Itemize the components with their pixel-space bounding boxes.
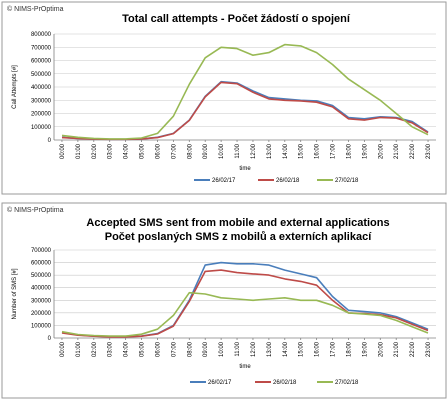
x-tick-label: 09:00 [203,341,209,357]
legend-label: 27/02/18 [335,380,359,386]
x-tick-label: 17:00 [331,341,337,357]
x-tick-label: 20:00 [378,341,384,357]
x-axis-title: time [239,364,251,370]
y-tick-label: 200000 [31,311,52,317]
x-tick-label: 14:00 [283,143,289,159]
x-tick-label: 19:00 [362,341,368,357]
y-tick-label: 400000 [31,85,52,91]
x-tick-label: 23:00 [426,143,432,159]
x-tick-label: 19:00 [362,143,368,159]
x-tick-label: 00:00 [60,143,66,159]
series-line-3 [61,43,429,140]
x-tick-label: 18:00 [346,341,352,357]
legend-label: 26/02/17 [212,178,236,184]
y-tick-label: 700000 [31,45,52,51]
y-tick-label: 800000 [31,32,52,38]
x-tick-label: 06:00 [155,143,161,159]
x-tick-label: 13:00 [267,143,273,159]
x-tick-label: 15:00 [299,341,305,357]
x-tick-label: 05:00 [140,143,146,159]
x-tick-label: 08:00 [187,341,193,357]
copyright-label: © NIMS-PrOptima [7,206,64,214]
x-tick-label: 16:00 [315,341,321,357]
x-tick-label: 10:00 [219,143,225,159]
x-tick-label: 07:00 [171,341,177,357]
y-tick-label: 600000 [31,59,52,65]
x-tick-label: 15:00 [299,143,305,159]
x-tick-label: 22:00 [410,341,416,357]
x-tick-label: 09:00 [203,143,209,159]
x-tick-label: 21:00 [394,341,400,357]
y-tick-label: 400000 [31,286,52,292]
x-tick-label: 02:00 [92,143,98,159]
y-tick-label: 0 [48,138,52,144]
x-tick-label: 11:00 [235,341,241,356]
legend-label: 26/02/18 [273,380,297,386]
x-tick-label: 05:00 [140,341,146,357]
chart-title: Total call attempts - Počet žádostí o sp… [122,13,351,25]
legend-label: 26/02/18 [276,178,300,184]
chart-title-line1: Accepted SMS sent from mobile and extern… [86,217,389,229]
x-tick-label: 17:00 [331,143,337,159]
y-tick-label: 200000 [31,112,52,118]
x-tick-label: 06:00 [155,341,161,357]
x-tick-label: 04:00 [124,341,130,357]
legend-label: 27/02/18 [335,178,359,184]
copyright-label: © NIMS-PrOptima [7,5,64,13]
x-tick-label: 20:00 [378,143,384,159]
chart-title-line2: Počet poslaných SMS z mobilů a externích… [105,231,372,243]
y-tick-label: 300000 [31,98,52,104]
y-axis-title: Number of SMS [#] [12,268,18,319]
x-tick-label: 13:00 [267,341,273,357]
x-axis-title: time [239,166,251,172]
y-tick-label: 700000 [31,248,52,254]
y-tick-label: 100000 [31,125,52,131]
x-tick-label: 03:00 [108,143,114,159]
y-tick-label: 300000 [31,298,52,304]
x-tick-label: 21:00 [394,143,400,159]
y-tick-label: 100000 [31,323,52,329]
x-tick-label: 14:00 [283,341,289,357]
y-axis-title: Call Attempts [#] [12,65,18,109]
x-tick-label: 10:00 [219,341,225,357]
x-tick-label: 16:00 [315,143,321,159]
x-tick-label: 12:00 [251,143,257,159]
y-tick-label: 600000 [31,261,52,267]
x-tick-label: 00:00 [60,341,66,357]
x-tick-label: 07:00 [171,143,177,159]
x-tick-label: 18:00 [346,143,352,159]
x-tick-label: 12:00 [251,341,257,357]
legend-label: 26/02/17 [208,380,232,386]
x-tick-label: 01:00 [76,143,82,159]
series-line-3 [61,291,429,337]
y-tick-label: 500000 [31,72,52,78]
chart-panel [1,1,447,195]
x-tick-label: 04:00 [124,143,130,159]
x-tick-label: 08:00 [187,143,193,159]
x-tick-label: 01:00 [76,341,82,357]
x-tick-label: 11:00 [235,143,241,158]
x-tick-label: 03:00 [108,341,114,357]
x-tick-label: 02:00 [92,341,98,357]
x-tick-label: 23:00 [426,341,432,357]
y-tick-label: 500000 [31,273,52,279]
y-tick-label: 0 [48,336,52,342]
x-tick-label: 22:00 [410,143,416,159]
sms-chart: © NIMS-PrOptima Accepted SMS sent from m… [1,202,447,399]
call-attempts-chart: © NIMS-PrOptima Total call attempts - Po… [1,1,447,195]
